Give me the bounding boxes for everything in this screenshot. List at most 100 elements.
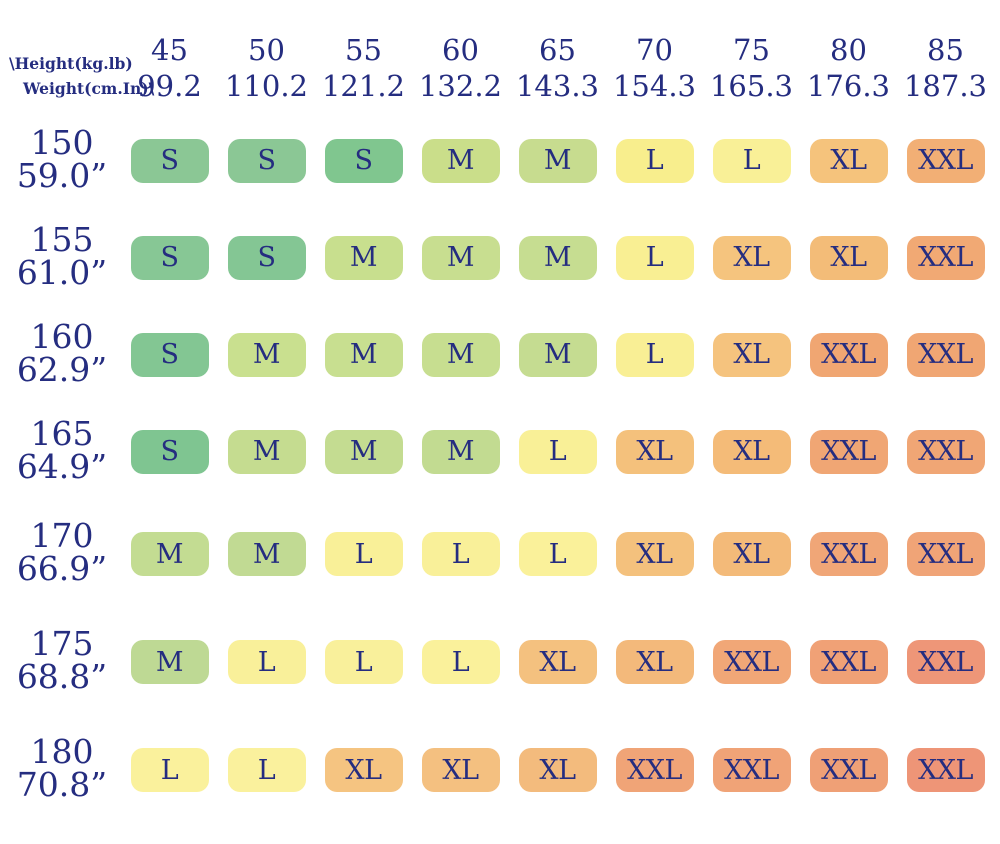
column-header-kg-value: 55 (345, 33, 382, 68)
size-cell-slot: XL (703, 403, 800, 500)
row-label-cm-value: 165 (30, 413, 94, 453)
size-cell: XXL (906, 640, 985, 684)
row-label: 175 68.8” (3, 627, 121, 697)
column-header-kg-value: 70 (636, 33, 673, 68)
size-cell-slot: XL (606, 500, 703, 608)
size-cell: XL (712, 235, 791, 280)
size-cell-slot: XXL (606, 716, 703, 824)
size-cell-slot: L (606, 306, 703, 403)
column-header-lb-value: 132.2 (418, 68, 503, 103)
size-cell-slot: L (412, 608, 509, 716)
size-cell: L (712, 138, 791, 183)
size-cell: M (324, 235, 403, 280)
size-cell-slot: XXL (897, 608, 994, 716)
size-cell-slot: XXL (897, 403, 994, 500)
size-cell: XXL (809, 429, 888, 474)
size-cell: M (518, 138, 597, 183)
size-cell: XXL (906, 429, 985, 474)
size-cell-slot: M (121, 608, 218, 716)
size-cell-slot: M (509, 112, 606, 209)
size-cell: M (227, 429, 306, 474)
row-label: 180 70.8” (3, 735, 121, 805)
size-cell-slot: XXL (800, 608, 897, 716)
size-cell: S (130, 429, 209, 474)
size-cell-slot: XL (800, 112, 897, 209)
size-cell: L (421, 640, 500, 684)
size-cell-slot: M (121, 500, 218, 608)
size-cell-slot: XXL (897, 500, 994, 608)
size-cell: XL (615, 429, 694, 474)
size-cell: S (227, 235, 306, 280)
size-cell-slot: XXL (703, 716, 800, 824)
size-cell: M (227, 532, 306, 576)
size-cell: L (324, 640, 403, 684)
size-cell: M (421, 235, 500, 280)
size-cell-slot: XL (606, 403, 703, 500)
size-cell-slot: XL (703, 306, 800, 403)
size-cell-slot: S (121, 403, 218, 500)
size-cell: XL (809, 235, 888, 280)
size-cell-slot: S (121, 112, 218, 209)
column-header-kg-value: 65 (539, 33, 576, 68)
column-header-lb-value: 110.2 (224, 68, 309, 103)
size-cell-slot: XXL (897, 112, 994, 209)
row-label-cm-value: 175 (30, 624, 94, 663)
column-header: 75 165.3 (703, 33, 800, 112)
size-cell: XXL (906, 138, 985, 183)
size-cell: XL (324, 748, 403, 792)
row-label-inch-value: 64.9” (16, 446, 108, 486)
size-cell: L (615, 138, 694, 183)
size-cell-slot: XXL (800, 403, 897, 500)
column-header-kg-value: 45 (151, 33, 188, 68)
row-label-cm-value: 150 (30, 122, 94, 162)
size-cell: S (130, 235, 209, 280)
size-cell-slot: XXL (800, 500, 897, 608)
size-cell: XXL (809, 640, 888, 684)
size-cell-slot: M (509, 306, 606, 403)
column-header-lb-value: 154.3 (612, 68, 697, 103)
column-header-lb-value: 176.3 (806, 68, 891, 103)
size-cell: M (324, 429, 403, 474)
size-cell-slot: XL (703, 500, 800, 608)
column-header: 80 176.3 (800, 33, 897, 112)
size-cell-slot: M (315, 403, 412, 500)
size-cell-slot: S (218, 112, 315, 209)
size-cell-slot: XL (800, 209, 897, 306)
size-cell-slot: M (315, 209, 412, 306)
size-cell: XL (518, 640, 597, 684)
size-cell-slot: L (703, 112, 800, 209)
row-label-cm-value: 170 (30, 516, 94, 555)
size-cell: XXL (906, 748, 985, 792)
size-cell: XL (809, 138, 888, 183)
row-label: 150 59.0” (3, 126, 121, 196)
row-label-inch-value: 61.0” (16, 252, 108, 292)
column-header-kg-value: 60 (442, 33, 479, 68)
size-cell-slot: XL (412, 716, 509, 824)
row-label-inch-value: 68.8” (16, 657, 108, 696)
column-header: 70 154.3 (606, 33, 703, 112)
size-cell: M (227, 332, 306, 377)
size-chart-grid: \Height(kg.lb) Weight(cm.In)\ 45 99.2 50… (3, 0, 994, 824)
size-cell: L (421, 532, 500, 576)
size-cell-slot: L (218, 716, 315, 824)
axis-corner-labels: \Height(kg.lb) Weight(cm.In)\ (3, 51, 154, 112)
size-cell: M (421, 138, 500, 183)
size-cell-slot: S (121, 306, 218, 403)
row-label: 170 66.9” (3, 519, 121, 589)
size-cell: S (324, 138, 403, 183)
size-cell: M (421, 332, 500, 377)
size-cell: S (130, 332, 209, 377)
column-header-kg-value: 75 (733, 33, 770, 68)
size-cell-slot: L (606, 112, 703, 209)
row-label: 160 62.9” (3, 320, 121, 390)
size-cell-slot: L (315, 608, 412, 716)
size-cell-slot: M (412, 403, 509, 500)
size-cell-slot: L (606, 209, 703, 306)
size-cell: XXL (906, 532, 985, 576)
size-cell-slot: S (218, 209, 315, 306)
size-cell: L (615, 332, 694, 377)
size-cell: XL (615, 532, 694, 576)
row-label-inch-value: 66.9” (16, 549, 108, 588)
size-cell: L (227, 640, 306, 684)
